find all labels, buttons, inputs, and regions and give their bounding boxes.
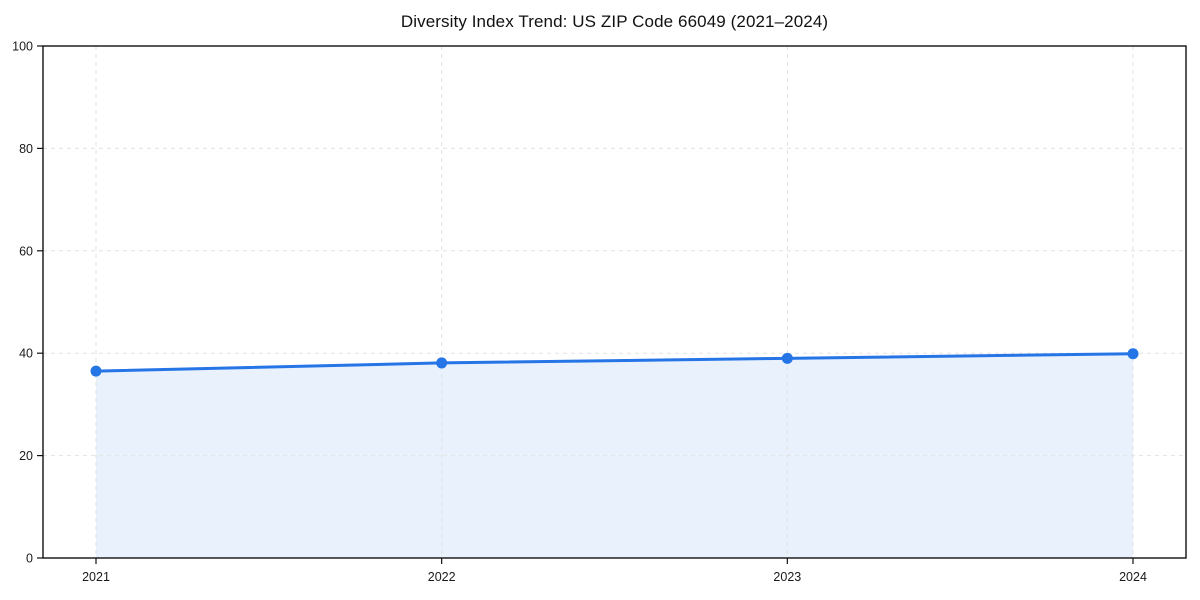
trend-line bbox=[94, 352, 1135, 373]
y-tick-label: 40 bbox=[19, 347, 33, 361]
x-tick-label: 2021 bbox=[82, 570, 110, 584]
y-tick-label: 60 bbox=[19, 244, 33, 258]
y-tick-label: 0 bbox=[26, 552, 33, 566]
data-point-marker bbox=[781, 352, 793, 364]
data-point-marker bbox=[1127, 348, 1139, 360]
chart-title: Diversity Index Trend: US ZIP Code 66049… bbox=[400, 12, 829, 31]
plot-border bbox=[42, 45, 1187, 559]
x-tick-label: 2024 bbox=[1119, 570, 1147, 584]
x-tick-label: 2022 bbox=[428, 570, 456, 584]
y-tick-label: 80 bbox=[19, 142, 33, 156]
x-tick-label: 2023 bbox=[773, 570, 801, 584]
data-point-marker bbox=[90, 365, 102, 377]
y-tick-label: 100 bbox=[12, 40, 33, 54]
data-point-marker bbox=[436, 357, 448, 369]
y-tick-label: 20 bbox=[19, 449, 33, 463]
